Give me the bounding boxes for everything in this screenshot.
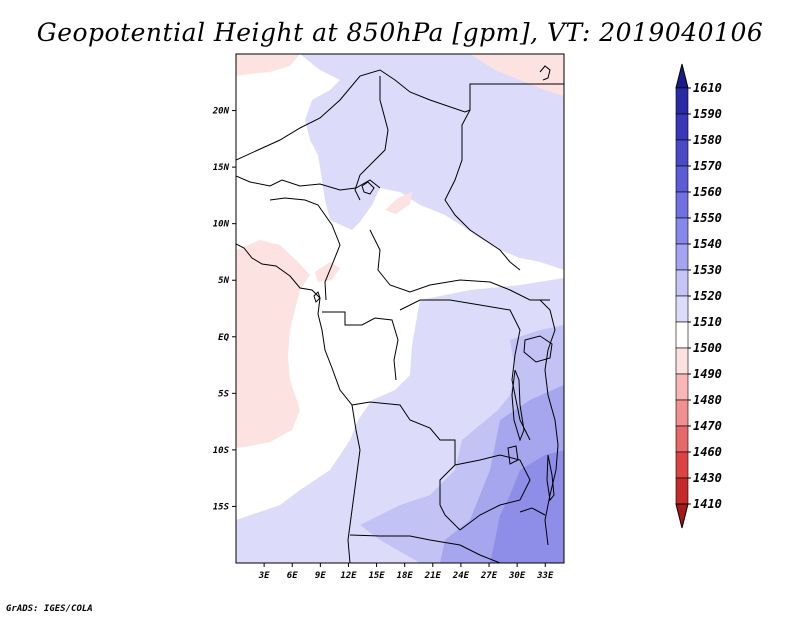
colorbar-label: 1410: [693, 497, 722, 511]
field-deepblue-southeast: [490, 450, 564, 563]
colorbar-label: 1460: [693, 445, 722, 459]
field-pink-gulf: [315, 262, 340, 282]
lon-label: 33E: [536, 571, 554, 581]
colorbar-label: 1520: [693, 289, 722, 303]
lon-label: 21E: [424, 571, 442, 581]
colorbar-label: 1560: [693, 185, 722, 199]
lon-label: 15E: [368, 571, 385, 581]
lon-label: 6E: [287, 571, 298, 581]
lake-chad: [361, 181, 375, 195]
lake-malawi: [546, 454, 555, 502]
colorbar-label: 1550: [693, 211, 722, 225]
lon-label: 18E: [397, 571, 414, 581]
colorbar-label: 1590: [693, 107, 722, 121]
colorbar-label: 1490: [693, 367, 722, 381]
chart-title: Geopotential Height at 850hPa [gpm], VT:…: [36, 18, 764, 47]
colorbar-label: 1540: [693, 237, 722, 251]
border-namibia: [349, 534, 501, 563]
border-chad-niger: [354, 76, 389, 201]
border-mali-niger: [236, 175, 381, 191]
lat-label: 20N: [212, 107, 230, 117]
colorbar-label: 1480: [693, 393, 722, 407]
colorbar-label: 1430: [693, 471, 722, 485]
colorbar-segment: [675, 139, 689, 167]
colorbar-segment: [675, 191, 689, 219]
map-axes: 20N 15N 10N 5N EQ 5S 10S 15S 3E 6E 9E 12E 15E 18E 21E 2…: [212, 107, 554, 581]
colorbar-segment: [675, 165, 689, 193]
colorbar-label: 1570: [693, 159, 722, 173]
field-lavender-north: [300, 54, 564, 270]
lon-label: 12E: [340, 571, 357, 581]
field-pink-north-west: [236, 54, 300, 76]
coastline-west-africa: [236, 243, 361, 563]
island-bioko: [313, 291, 321, 303]
colorbar-segment: [675, 321, 689, 349]
colorbar-segment: [675, 87, 689, 115]
kariba: [519, 507, 546, 516]
colorbar-label: 1580: [693, 133, 722, 147]
lon-label: 3E: [258, 571, 270, 581]
height-field: [236, 54, 564, 563]
colorbar-segment: [675, 373, 689, 401]
map-frame: [235, 53, 565, 564]
border-nigeria-cameroon: [269, 197, 341, 301]
lake-victoria-outline: [523, 335, 553, 363]
colorbar-segment: [675, 243, 689, 271]
colorbar-label: 1610: [693, 81, 722, 95]
colorbar-segment: [675, 477, 689, 505]
colorbar-segment: [675, 399, 689, 427]
border-drc-north: [399, 299, 531, 441]
colorbar-segment: [675, 113, 689, 141]
colorbar-segment: [675, 269, 689, 297]
colorbar-segment: [675, 295, 689, 323]
field-pink-west: [236, 240, 310, 448]
colorbar-segment: [675, 347, 689, 375]
border-zambia: [454, 454, 531, 531]
northeast-coast-fragment: [539, 65, 551, 81]
colorbar-label: 1500: [693, 341, 722, 355]
lat-label: 15N: [213, 163, 230, 173]
colorbar-label: 1510: [693, 315, 722, 329]
lon-label: 30E: [508, 571, 526, 581]
lat-label: 5S: [218, 389, 229, 399]
border-angola: [351, 401, 461, 531]
grads-credit: GrADS: IGES/COLA: [6, 604, 93, 614]
border-gabon-congo: [322, 311, 399, 381]
lat-label: 10N: [213, 220, 230, 230]
lon-label: 24E: [452, 571, 470, 581]
small-lake-mweru: [507, 445, 519, 465]
lat-label: 5N: [218, 276, 229, 286]
border-chad-sudan: [444, 109, 521, 271]
border-east-rift: [539, 299, 559, 546]
colorbar-top-triangle: [675, 63, 689, 89]
colorbar-label: 1470: [693, 419, 722, 433]
lat-label: 15S: [213, 502, 230, 512]
colorbar-segment: [675, 425, 689, 453]
border-car: [369, 229, 550, 301]
colorbar-segment: [675, 451, 689, 479]
country-boundaries: [236, 65, 564, 563]
lake-tanganyika: [511, 369, 525, 442]
colorbar-segment: [675, 217, 689, 245]
colorbar: 1610 1590 1580 1570 1560 1550 1540 1530 1520 1510…: [675, 63, 722, 529]
field-pink-small-blob: [385, 192, 412, 214]
lat-label: EQ: [218, 333, 229, 343]
border-sahel-north: [236, 69, 564, 161]
field-pink-northeast: [470, 54, 564, 96]
lat-label: 10S: [213, 446, 230, 456]
colorbar-bottom-triangle: [675, 503, 689, 529]
lon-label: 9E: [315, 571, 326, 581]
colorbar-label: 1530: [693, 263, 722, 277]
lon-label: 27E: [480, 571, 498, 581]
